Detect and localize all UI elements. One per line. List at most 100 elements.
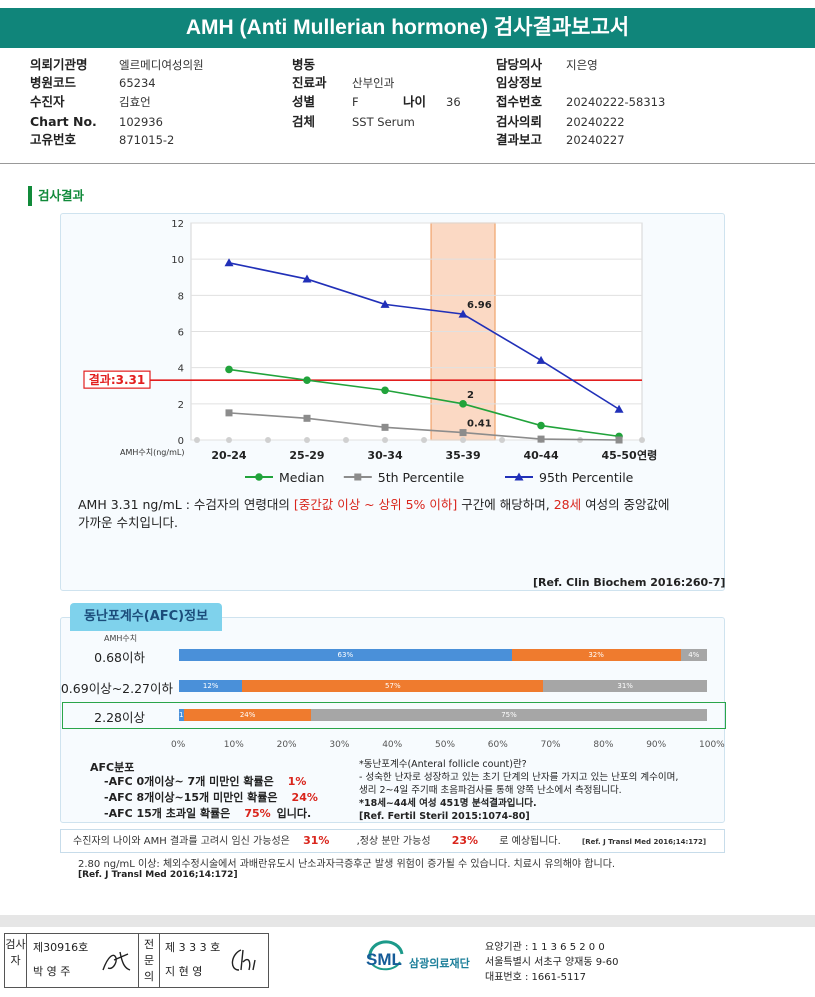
desc-text-4: 가까운 수치입니다.	[78, 515, 178, 530]
info-value: SST Serum	[352, 115, 415, 129]
afc-dist-text: -AFC 0개이상~ 7개 미만인 확률은	[104, 775, 274, 788]
afc-dist-text: -AFC 15개 초과일 확률은	[104, 807, 231, 820]
x-tick-label: 20-24	[211, 449, 247, 462]
afc-bar-segment: 12%	[179, 680, 243, 692]
info-value: 20240227	[566, 133, 625, 147]
afc-stacked-bar: 63% 32% 4%	[179, 649, 707, 661]
legend-marker-2	[514, 472, 524, 481]
afc-axis-tick: 20%	[276, 740, 297, 750]
x-axis-dot	[639, 437, 645, 443]
afc-bar-segment: 63%	[179, 649, 512, 661]
info-label: 담당의사	[496, 57, 543, 72]
series-1-point	[459, 429, 467, 437]
x-axis-dot	[421, 437, 428, 443]
info-label: 의뢰기관명	[30, 57, 88, 72]
afc-axis-tick: 100%	[699, 740, 725, 750]
sig1-head: 검사자	[5, 934, 27, 987]
series-2-point	[224, 258, 234, 267]
report-title: AMH (Anti Mullerian hormone) 검사결과보고서	[0, 8, 815, 48]
afc-bar-segment: 75%	[310, 709, 707, 721]
desc-text-3: 여성의 중앙값에	[581, 497, 670, 512]
afc-axis-tick: 30%	[329, 740, 350, 750]
series-2-point	[302, 274, 312, 283]
afc-note-line: - 성숙한 난자로 성장하고 있는 초기 단계의 난자를 가지고 있는 난포의 …	[359, 772, 679, 783]
sig2-name: 지 현 영	[165, 965, 203, 978]
afc-axis-tick: 70%	[540, 740, 561, 750]
afc-axis-tick: 50%	[435, 740, 456, 750]
legend-label: 5th Percentile	[378, 470, 465, 485]
legend-label: 95th Percentile	[539, 470, 634, 485]
series-2-point	[380, 299, 390, 308]
y-axis-caption: AMH수치(ng/mL)	[120, 448, 184, 457]
info-value: 엘르메디여성의원	[119, 58, 204, 72]
afc-axis-tick: 60%	[487, 740, 508, 750]
result-label-box	[83, 370, 151, 389]
pregnancy-probability: 31%	[303, 834, 330, 847]
summary-box: 수진자의 나이와 AMH 결과를 고려시 임신 가능성은 31% ,정상 분만 …	[60, 829, 725, 853]
series-1-point	[225, 409, 233, 417]
afc-dist-tail: 입니다.	[276, 807, 312, 820]
legend-marker-0	[255, 473, 263, 481]
x-axis-dot	[460, 437, 467, 443]
info-value: F	[352, 95, 359, 109]
org-address: 요양기관 : 1 1 3 6 5 2 0 0 서울특별시 서초구 양재동 9-6…	[485, 940, 618, 985]
afc-axis-tick: 10%	[223, 740, 244, 750]
x-axis-dot	[265, 437, 272, 443]
afc-dist-row: -AFC 8개이상~15개 미만인 확률은 24%	[104, 790, 318, 806]
afc-axis-tick: 90%	[646, 740, 667, 750]
x-tick-label: 30-34	[367, 449, 403, 462]
series-0-point	[459, 400, 467, 408]
series-line-2	[228, 262, 620, 410]
org-code: 요양기관 : 1 1 3 6 5 2 0 0	[485, 942, 605, 953]
result-description: AMH 3.31 ng/mL : 수검자의 연령대의 [중간값 이상 ~ 상위 …	[78, 496, 718, 532]
y-tick-label: 0	[178, 436, 184, 447]
afc-bar-segment: 4%	[680, 649, 707, 661]
data-label: 6.96	[467, 300, 492, 311]
info-label: Chart No.	[30, 114, 97, 129]
age-value: 36	[446, 95, 461, 109]
x-axis-dot	[382, 437, 389, 443]
desc-range: [중간값 이상 ~ 상위 5% 이하]	[293, 497, 458, 512]
x-axis-dot	[343, 437, 350, 443]
y-tick-label: 10	[171, 255, 184, 266]
afc-dist-text: -AFC 8개이상~15개 미만인 확률은	[104, 791, 278, 804]
info-value: 871015-2	[119, 133, 175, 147]
series-2-point	[458, 309, 468, 318]
info-label: 고유번호	[30, 132, 77, 147]
footer-divider	[0, 915, 815, 927]
sig2-signature-icon	[231, 949, 256, 971]
afc-bar-segment: 1%	[179, 709, 185, 721]
afc-bar-segment: 24%	[184, 709, 311, 721]
series-0-point	[381, 386, 389, 395]
afc-stacked-bar: 1%24%75%	[179, 709, 707, 721]
sig2-license: 제 3 3 3 호	[165, 941, 221, 954]
info-label: 성별	[292, 94, 316, 109]
signature-box: 검사자 제30916호 박 영 주 전문의 제 3 3 3 호 지 현 영	[4, 933, 269, 988]
logo-text: SML	[366, 950, 402, 969]
sml-logo-icon	[368, 940, 404, 971]
afc-result-row-highlight	[62, 702, 726, 729]
info-label: 병동	[292, 57, 316, 72]
data-label: 0.41	[467, 419, 492, 430]
x-axis-dot	[194, 437, 200, 443]
afc-row-label: 0.69이상~2.27이하	[60, 681, 173, 696]
series-0-point	[537, 421, 545, 430]
section-title: 검사결과	[28, 186, 84, 206]
afc-tab: 동난포계수(AFC)정보	[70, 603, 222, 631]
info-divider	[0, 163, 815, 164]
series-1-point	[537, 435, 545, 443]
series-1-point	[381, 423, 389, 431]
info-label: 병원코드	[30, 75, 77, 90]
series-2-point	[614, 404, 624, 413]
info-label: 수진자	[30, 94, 65, 109]
afc-row-label: 0.68이하	[94, 650, 145, 665]
afc-row-label: 2.28이상	[94, 710, 145, 725]
info-label: 검체	[292, 114, 316, 129]
x-tick-label: 40-44	[523, 449, 559, 462]
delivery-probability: 23%	[451, 834, 479, 847]
warning-reference: [Ref. J Transl Med 2016;14:172]	[78, 870, 238, 880]
series-1-point	[303, 414, 311, 422]
info-value: 65234	[119, 76, 156, 90]
data-label: 2	[467, 390, 474, 401]
info-value: 지은영	[566, 58, 598, 72]
